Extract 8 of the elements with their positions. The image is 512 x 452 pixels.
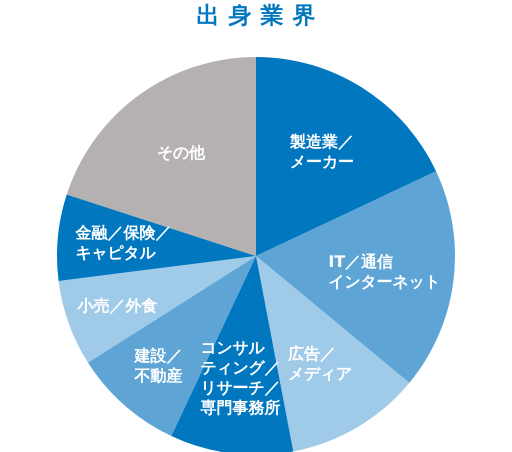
slice-label: 金融／保険／キャピタル: [75, 223, 172, 264]
slice-label: 小売／外食: [77, 296, 158, 316]
slice-label: 製造業／メーカー: [290, 132, 354, 172]
slice-label: 広告／メディア: [288, 344, 352, 384]
slice-label: その他: [157, 142, 206, 163]
slice-label: IT／通信インターネット: [328, 252, 440, 292]
slice-label: 建設／不動産: [134, 346, 183, 386]
chart-title: 出身業界: [196, 2, 326, 31]
